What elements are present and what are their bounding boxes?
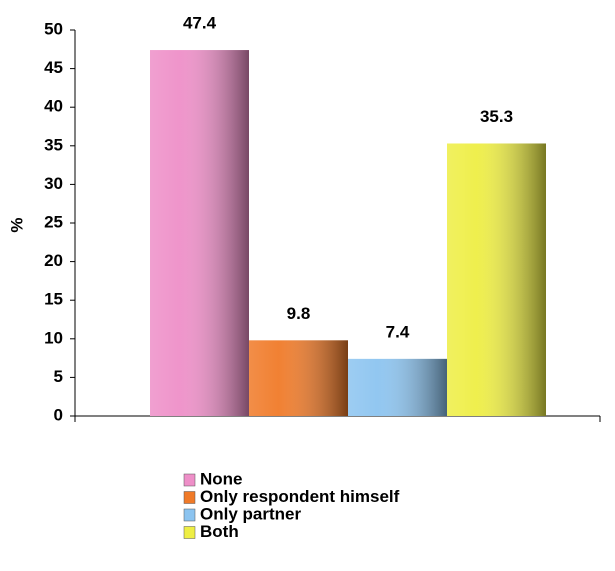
- y-tick-label: 15: [44, 290, 63, 309]
- y-tick-label: 30: [44, 174, 63, 193]
- y-tick-label: 40: [44, 97, 63, 116]
- legend-swatch: [183, 526, 196, 539]
- bar-shading: [249, 340, 348, 416]
- legend-label: Only partner: [200, 504, 301, 523]
- y-tick-label: 5: [54, 367, 63, 386]
- data-label: 7.4: [386, 322, 410, 341]
- data-label: 35.3: [480, 107, 513, 126]
- bar-shading: [150, 50, 249, 417]
- y-tick-label: 0: [54, 405, 63, 424]
- bar-shading: [447, 143, 546, 416]
- legend-swatch: [183, 491, 196, 504]
- data-label: 47.4: [183, 14, 217, 33]
- y-tick-label: 20: [44, 251, 63, 270]
- legend-swatch: [183, 473, 196, 487]
- legend-label: Only respondent himself: [200, 487, 400, 506]
- legend-swatch: [183, 508, 196, 522]
- y-tick-label: 50: [44, 19, 63, 38]
- legend-label: Both: [200, 522, 239, 541]
- data-label: 9.8: [287, 304, 311, 323]
- legend-label: None: [200, 469, 243, 488]
- y-tick-label: 45: [44, 58, 63, 77]
- bar-shading: [348, 358, 447, 416]
- y-tick-label: 25: [44, 212, 63, 231]
- y-axis-label: %: [7, 217, 26, 232]
- y-tick-label: 10: [44, 328, 63, 347]
- y-tick-label: 35: [44, 135, 63, 154]
